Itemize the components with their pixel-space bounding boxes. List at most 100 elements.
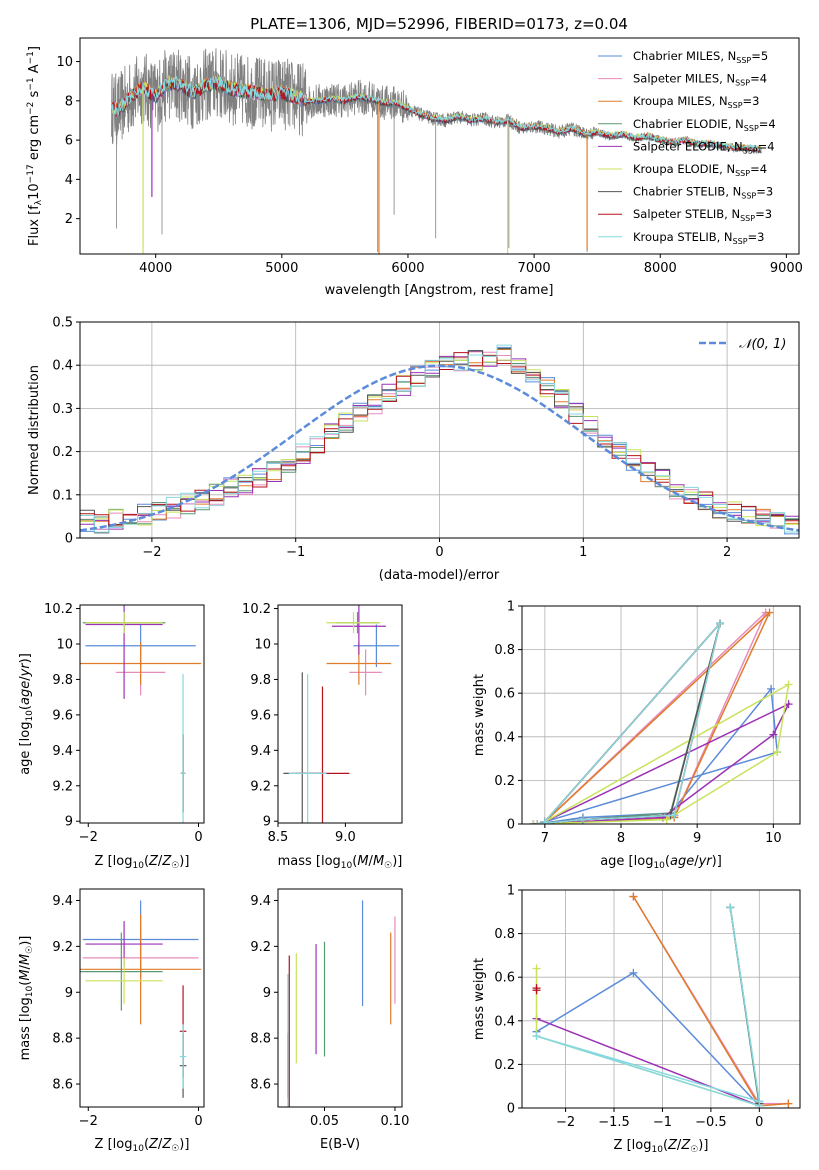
series-salpeter-stelib bbox=[532, 984, 541, 995]
series-marker bbox=[532, 1032, 541, 1041]
mass-vs-z-xlabel: Z [log10(Z/Z☉)] bbox=[95, 1137, 190, 1154]
mass-vs-ebv-xlabel: E(B-V) bbox=[320, 1137, 360, 1152]
series-marker bbox=[532, 964, 541, 973]
x-tick-label: −1.5 bbox=[598, 1115, 630, 1130]
series-marker bbox=[765, 608, 774, 617]
ticks: 4000 5000 6000 7000 8000 9000 2 4 6 8 10 bbox=[56, 55, 802, 276]
x-tick-label: 9000 bbox=[770, 261, 803, 276]
x-tick-label: 9 bbox=[693, 831, 701, 846]
age-vs-z-frame bbox=[79, 604, 205, 824]
marks bbox=[283, 605, 400, 823]
age-vs-mass-panel: 8.5 9.0 9 9.2 9.4 9.6 9.8 10 10.2 mass [log10(M/… bbox=[242, 602, 403, 871]
x-tick-label: 9.0 bbox=[335, 830, 356, 845]
x-tick-label: 1 bbox=[579, 545, 587, 560]
spectrum-frame bbox=[79, 37, 800, 255]
mass-vs-ebv-plot-area: 0.05 0.10 8.6 8.8 9 9.2 9.4 bbox=[250, 894, 409, 1129]
mass-vs-ebv-frame bbox=[277, 888, 403, 1108]
age-vs-mass-plot-area: 8.5 9.0 9 9.2 9.4 9.6 9.8 10 10.2 bbox=[242, 602, 400, 845]
spectrum-ylabel: Flux [fλ10−17 erg cm−2 s−1 A−1] bbox=[26, 46, 44, 246]
residuals-xlabel: (data-model)/error bbox=[379, 568, 500, 583]
y-tick-label: 0 bbox=[507, 1102, 515, 1117]
ticks: −2 0 8.6 8.8 9 9.2 9.4 bbox=[52, 894, 202, 1129]
y-tick-label: 9.2 bbox=[52, 940, 73, 955]
legend-label: Kroupa STELIB, NSSP=3 bbox=[633, 230, 764, 246]
ticks: −2 −1 0 1 2 0 0.1 0.2 0.3 0.4 0.5 bbox=[52, 316, 731, 561]
x-tick-label: 8.5 bbox=[268, 830, 289, 845]
x-tick-label: 6000 bbox=[391, 261, 424, 276]
spectrum-xlabel: wavelength [Angstrom, rest frame] bbox=[325, 283, 554, 298]
series-marker bbox=[784, 1099, 793, 1108]
x-tick-label: 2 bbox=[723, 545, 731, 560]
y-tick-label: 9 bbox=[263, 986, 271, 1001]
y-tick-label: 9.8 bbox=[52, 673, 73, 688]
x-tick-label: 8 bbox=[617, 831, 625, 846]
y-tick-label: 10 bbox=[56, 637, 73, 652]
x-tick-label: 8000 bbox=[644, 261, 677, 276]
y-tick-label: 8.6 bbox=[250, 1078, 271, 1093]
y-tick-label: 10 bbox=[56, 55, 73, 70]
y-tick-label: 0 bbox=[507, 818, 515, 833]
x-tick-label: 4000 bbox=[139, 261, 172, 276]
marks bbox=[532, 892, 793, 1108]
marks bbox=[80, 605, 202, 823]
residuals-panel: −2 −1 0 1 2 0 0.1 0.2 0.3 0.4 0.5 (data-model)/err… bbox=[27, 316, 800, 583]
y-tick-label: 0 bbox=[65, 532, 73, 547]
mass-vs-ebv-panel: 0.05 0.10 8.6 8.8 9 9.2 9.4 E(B-V) bbox=[250, 888, 409, 1152]
series-marker bbox=[755, 1101, 764, 1108]
y-tick-label: 0.2 bbox=[494, 1058, 515, 1073]
ticks: 0.05 0.10 8.6 8.8 9 9.2 9.4 bbox=[250, 894, 409, 1129]
x-tick-label: 0 bbox=[755, 1115, 763, 1130]
x-tick-label: 10 bbox=[765, 831, 782, 846]
y-tick-label: 1 bbox=[507, 884, 515, 899]
errorbar-point-kroupa-elodie bbox=[85, 957, 163, 1004]
legend-label: Chabrier ELODIE, NSSP=4 bbox=[633, 117, 776, 133]
weight-vs-age-ylabel: mass weight bbox=[472, 674, 487, 756]
errorbar-point-kroupa-stelib bbox=[288, 674, 327, 823]
y-tick-label: 0.6 bbox=[494, 687, 515, 702]
series-marker bbox=[533, 820, 542, 824]
y-tick-label: 9.8 bbox=[250, 673, 271, 688]
y-tick-label: 9 bbox=[263, 815, 271, 830]
series-kroupa-stelib bbox=[533, 619, 725, 824]
y-tick-label: 9.4 bbox=[52, 744, 73, 759]
series-marker bbox=[773, 748, 782, 757]
marks bbox=[111, 48, 762, 254]
y-tick-label: 9 bbox=[65, 815, 73, 830]
errorbar-point-kroupa-elodie bbox=[85, 612, 163, 634]
y-tick-label: 0.1 bbox=[52, 488, 73, 503]
x-tick-label: −2 bbox=[142, 545, 161, 560]
ticks: 7 8 9 10 0 0.2 0.4 0.6 0.8 1 bbox=[494, 600, 781, 847]
y-tick-label: 8.6 bbox=[52, 1078, 73, 1093]
y-tick-label: 9.4 bbox=[250, 894, 271, 909]
y-tick-label: 0.5 bbox=[52, 316, 73, 331]
series-marker bbox=[726, 903, 735, 912]
y-tick-label: 0.3 bbox=[52, 402, 73, 417]
series-marker bbox=[540, 817, 549, 824]
x-tick-label: 5000 bbox=[265, 261, 298, 276]
x-tick-label: −2 bbox=[556, 1115, 575, 1130]
spectrum-plot-area: 4000 5000 6000 7000 8000 9000 2 4 6 8 10 bbox=[56, 48, 803, 276]
mass-vs-z-panel: −2 0 8.6 8.8 9 9.2 9.4 Z [log10(Z/Z☉)] mass [l… bbox=[18, 888, 205, 1154]
y-tick-label: 6 bbox=[65, 134, 73, 149]
x-tick-label: −1 bbox=[653, 1115, 672, 1130]
ticks: −2 −1.5 −1 −0.5 0 0 0.2 0.4 0.6 0.8 1 bbox=[494, 884, 763, 1131]
errorbar-point-salpeter-miles bbox=[349, 649, 382, 696]
errorbar-point-chabrier-elodie bbox=[80, 932, 163, 1011]
marks bbox=[287, 900, 396, 1107]
y-tick-label: 0.2 bbox=[52, 445, 73, 460]
age-vs-z-ylabel: age [log10(age/yr)] bbox=[18, 653, 35, 775]
y-tick-label: 9 bbox=[65, 986, 73, 1001]
legend-label: Salpeter STELIB, NSSP=3 bbox=[633, 207, 772, 223]
series-marker bbox=[532, 986, 541, 995]
y-tick-label: 10 bbox=[254, 637, 271, 652]
legend-label: Chabrier MILES, NSSP=5 bbox=[633, 49, 768, 65]
marks bbox=[80, 900, 202, 1098]
y-tick-label: 10.2 bbox=[242, 602, 271, 617]
series-marker bbox=[629, 968, 638, 977]
series-marker bbox=[767, 684, 776, 693]
series-marker bbox=[629, 892, 638, 901]
y-tick-label: 2 bbox=[65, 212, 73, 227]
age-vs-z-xlabel: Z [log10(Z/Z☉)] bbox=[95, 854, 190, 871]
x-tick-label: −2 bbox=[79, 830, 98, 845]
